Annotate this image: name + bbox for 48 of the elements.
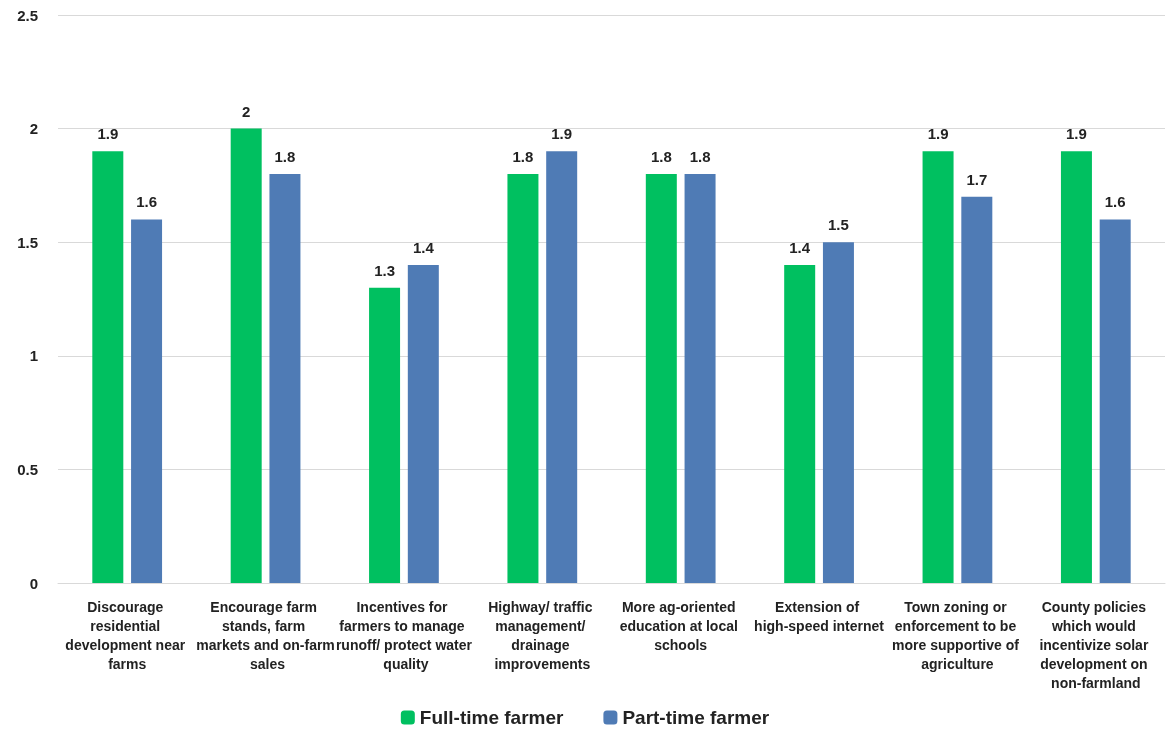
bar [92,151,124,583]
x-tick-label: Town zoning or enforcement to be more supportive of agriculture [892,598,1023,672]
data-label: 1.8 [650,148,672,166]
data-label: 1.8 [512,148,534,166]
data-label: 1.8 [689,148,711,166]
x-tick-label: Encourage farm stands, farm markets and on-farm sales [196,598,335,672]
x-tick-label: Highway/ traffic management/ drainage improvements [488,598,597,672]
x-tick-label: Incentives for farmers to manage runoff/ protect water quality [335,598,473,672]
legend-label: Part-time farmer [622,707,770,728]
data-label: 1.4 [412,238,435,256]
bar [407,264,439,583]
y-tick-label: 1 [29,347,38,365]
legend-label: Full-time farmer [419,707,565,728]
bar [507,174,539,583]
x-tick-label: County policies which would incentivize solar development on non-farmland [1039,598,1153,691]
x-tick-label: Extension of high-speed internet [754,598,885,634]
bar [922,151,954,583]
data-label: 1.9 [927,125,949,143]
bar [684,174,716,583]
x-tick-label: Discourage residential development near farms [65,598,190,672]
bar [546,151,578,583]
data-label: 1.4 [789,238,811,256]
bar [822,242,854,583]
data-label: 1.8 [274,148,296,166]
bar [230,128,262,583]
bar [1099,219,1131,583]
bar [961,196,993,583]
x-tick-label: More ag-oriented education at local schools [619,598,742,653]
y-tick-label: 2.5 [17,6,38,24]
data-label: 1.9 [1066,125,1087,143]
bar [131,219,163,583]
data-label: 1.3 [374,261,395,279]
data-label: 1.7 [966,170,988,188]
data-label: 1.6 [136,193,157,211]
bar [784,264,816,583]
bar [269,174,301,583]
data-label: 1.5 [828,216,849,234]
y-tick-label: 1.5 [17,233,38,251]
bar [645,174,677,583]
y-tick-label: 0.5 [17,460,38,478]
data-label: 1.6 [1104,193,1126,211]
data-label: 1.9 [551,125,573,143]
bar [369,287,401,583]
data-label: 2 [242,102,251,120]
bar [1060,151,1092,583]
data-label: 1.9 [97,125,119,143]
y-tick-label: 0 [29,574,38,592]
y-tick-label: 2 [29,120,38,138]
